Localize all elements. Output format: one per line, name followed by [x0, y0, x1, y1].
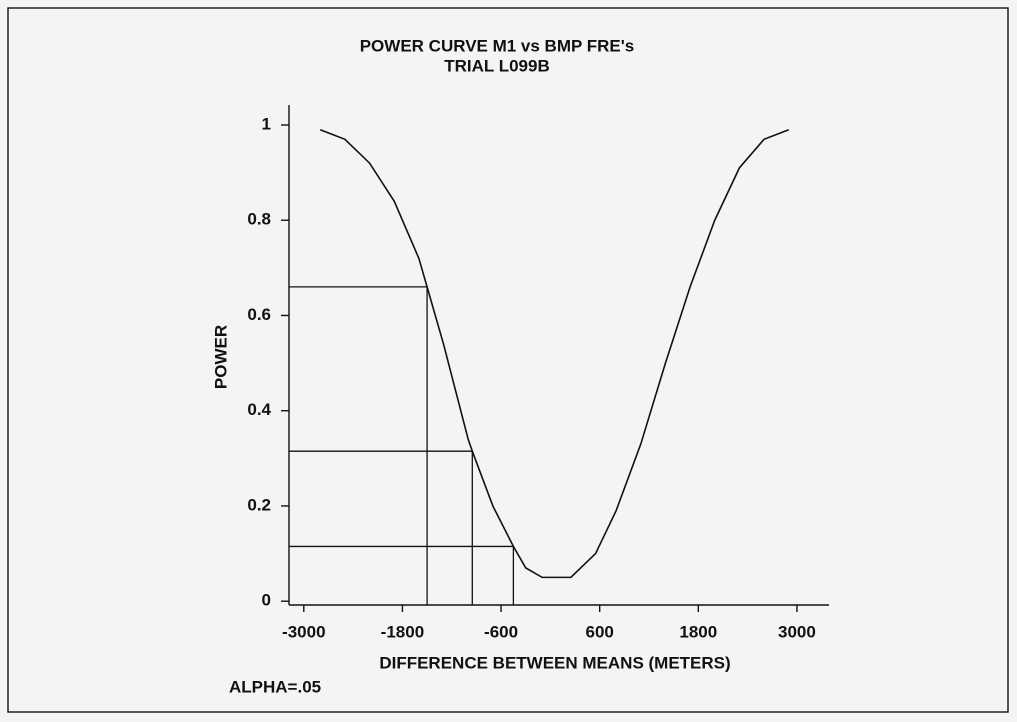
y-tick-label: 0.4 — [247, 400, 271, 419]
chart-title: POWER CURVE M1 vs BMP FRE's — [360, 36, 635, 55]
y-tick-label: 0 — [262, 591, 271, 610]
x-tick-label: -3000 — [282, 622, 325, 641]
x-tick-label: 3000 — [778, 622, 816, 641]
reference-line — [289, 286, 428, 605]
chart-subtitle: TRIAL L099B — [444, 56, 550, 75]
annotation: ALPHA=.05 — [229, 677, 321, 696]
reference-line — [289, 545, 515, 605]
x-tick-label: 600 — [585, 622, 613, 641]
power-curve — [319, 129, 790, 579]
x-tick-label: -1800 — [381, 622, 424, 641]
x-tick-label: 1800 — [679, 622, 717, 641]
y-tick-label: 0.6 — [247, 305, 271, 324]
y-axis-label: POWER — [211, 325, 230, 389]
frame — [7, 7, 1009, 713]
y-tick-label: 0.8 — [247, 210, 271, 229]
x-tick-label: -600 — [484, 622, 518, 641]
reference-line — [289, 450, 473, 605]
x-axis-label: DIFFERENCE BETWEEN MEANS (METERS) — [379, 653, 730, 672]
y-tick-label: 0.2 — [247, 495, 271, 514]
y-tick-label: 1 — [262, 114, 271, 133]
